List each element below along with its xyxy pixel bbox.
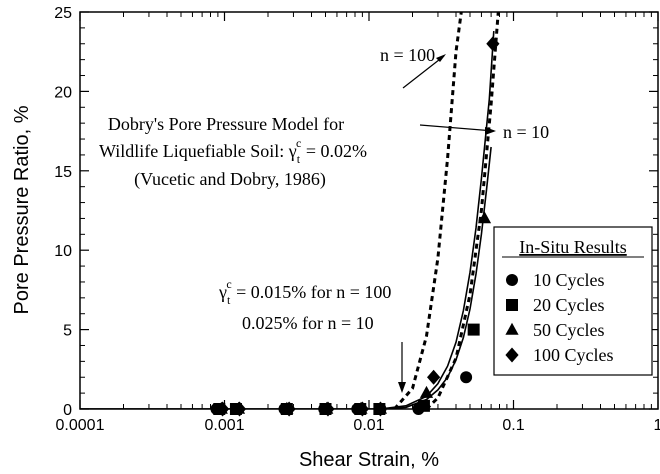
x-tick-label: 0.1 [502,417,524,434]
annotation-n10: n = 10 [503,122,549,142]
legend-marker-circle [506,274,518,286]
diamond-point [282,401,296,417]
fit-curve [80,31,495,409]
curves [80,12,500,409]
y-axis-title: Pore Pressure Ratio, % [11,105,33,314]
diamond-point [321,401,335,417]
diamond-point [215,401,230,417]
circle-point [460,371,473,384]
y-tick-label: 20 [54,84,72,101]
arrowhead-n10 [485,127,496,135]
legend-title: In-Situ Results [519,237,627,257]
annotation-model-line2: Wildlife Liquefiable Soil: γtc = 0.02% [99,136,367,166]
y-tick-label: 15 [54,164,72,181]
diamond-point [486,36,500,52]
arrowhead-threshold [398,382,406,393]
triangle-point [477,211,492,224]
data-points [210,36,500,417]
annotation-n100: n = 100 [380,45,435,65]
legend-label: 50 Cycles [533,320,605,340]
diamond-point [355,401,369,417]
arrow-n10 [419,124,495,132]
x-tick-label: 0.001 [204,417,244,434]
diamond-point [232,401,247,417]
annotations: n = 100 n = 10 Dobry's Pore Pressure Mod… [99,45,549,393]
y-tick-label: 5 [63,323,72,340]
y-tick-label: 25 [54,5,72,22]
arrowhead-n100 [436,54,446,62]
x-tick-label: 0.0001 [56,417,105,434]
diamond-point [427,369,441,385]
square-point [417,399,430,412]
legend-label: 100 Cycles [533,345,614,365]
fit-curve [80,146,492,409]
annotation-threshold-line1: γtc = 0.015% for n = 100 [218,277,391,307]
legend-label: 10 Cycles [533,270,605,290]
y-tick-label: 0 [63,402,72,419]
annotation-model-line3: (Vucetic and Dobry, 1986) [134,169,326,190]
square-point [467,323,480,336]
legend-marker-triangle [505,322,519,335]
annotation-model-line1: Dobry's Pore Pressure Model for [108,114,344,134]
x-tick-label: 1 [654,417,660,434]
x-axis-title: Shear Strain, % [299,449,439,471]
legend-label: 20 Cycles [533,295,605,315]
diamond-point [373,401,388,417]
x-tick-label: 0.01 [353,417,384,434]
legend-marker-square [506,299,518,311]
y-tick-label: 10 [54,243,72,260]
legend: In-Situ Results 10 Cycles 20 Cycles 50 Cyc… [493,226,653,376]
legend-box [493,226,653,376]
legend-marker-diamond [505,347,519,363]
dobry-model-curve [425,12,500,409]
legend-items: 10 Cycles 20 Cycles 50 Cycles 100 Cycles [505,270,614,365]
dobry-model-curve [393,12,463,409]
triangle-point [419,385,434,398]
arrow-n100 [402,55,445,89]
annotation-threshold-line2: 0.025% for n = 10 [242,313,374,333]
